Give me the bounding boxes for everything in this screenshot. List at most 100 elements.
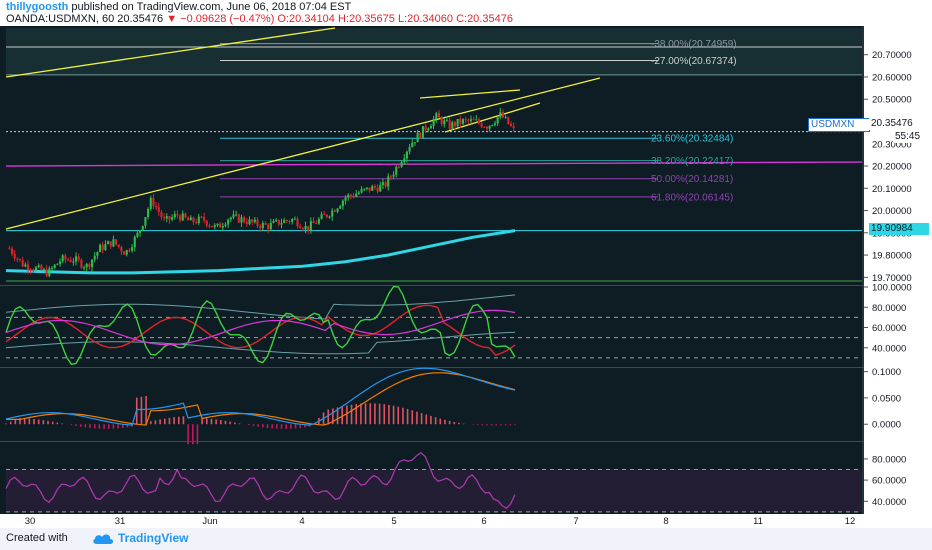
- candle-up: [427, 128, 430, 131]
- candle-up: [181, 213, 184, 221]
- candle-up: [112, 239, 115, 247]
- candle-up: [344, 197, 347, 201]
- candle-down: [509, 124, 513, 126]
- publish-line: thillygoosth published on TradingView.co…: [6, 1, 351, 13]
- candle-up: [379, 184, 382, 192]
- candle-down: [29, 269, 32, 271]
- candle-down: [192, 217, 195, 223]
- fib-level-label: 50.00%(20.14281): [651, 174, 733, 185]
- rsi-line: [5, 451, 516, 510]
- candle-down: [459, 118, 462, 124]
- candle-down: [296, 218, 299, 227]
- candle-up: [317, 218, 320, 224]
- candle-up: [173, 214, 176, 218]
- rsi-tick-label: 40.0000: [872, 497, 906, 508]
- tradingview-link[interactable]: TradingView: [118, 531, 189, 545]
- candle-up: [133, 236, 136, 248]
- candle-up: [435, 113, 438, 120]
- stoch-tick-label: 40.0000: [872, 343, 906, 354]
- candle-up: [125, 250, 128, 255]
- candle-up: [395, 166, 398, 175]
- candle-up: [99, 244, 102, 253]
- price-tick-label: 20.50000: [872, 95, 912, 106]
- candle-up: [381, 182, 384, 185]
- candle-down: [264, 223, 267, 225]
- candle-down: [163, 217, 166, 219]
- stoch-signal-line: [5, 309, 516, 346]
- publish-info: published on TradingView.com, June 06, 2…: [71, 1, 352, 13]
- candle-down: [8, 248, 11, 250]
- candle-down: [501, 112, 505, 118]
- candle-down: [472, 119, 475, 121]
- ma-value-tag: 19.90984: [869, 223, 929, 235]
- candle-up: [147, 208, 150, 218]
- candle-up: [355, 193, 358, 197]
- candle-down: [117, 244, 120, 247]
- author-link[interactable]: thillygoosth: [6, 1, 69, 13]
- candle-up: [416, 132, 419, 143]
- candle-down: [203, 216, 206, 221]
- candle-up: [400, 162, 403, 167]
- channel-bottom-line: [444, 102, 541, 133]
- candle-up: [240, 217, 243, 223]
- candle-up: [37, 265, 40, 268]
- candle-up: [365, 187, 368, 189]
- candle-up: [339, 206, 342, 209]
- candle-down: [480, 123, 483, 127]
- candle-up: [96, 252, 99, 256]
- candle-down: [211, 225, 214, 228]
- candle-down: [333, 210, 336, 212]
- stoch-tick-label: 60.0000: [872, 323, 906, 334]
- candle-up: [53, 264, 56, 268]
- candle-up: [232, 214, 235, 218]
- chart-header: thillygoosth published on TradingView.co…: [0, 0, 932, 26]
- candle-up: [56, 263, 59, 265]
- candle-up: [85, 263, 88, 268]
- rsi-tick-label: 80.0000: [872, 454, 906, 465]
- candle-down: [176, 214, 179, 216]
- candle-up: [504, 117, 507, 119]
- fib-zone-shade: [6, 28, 862, 75]
- price-axis-panel: [864, 26, 932, 528]
- candle-up: [24, 264, 27, 267]
- candle-up: [107, 241, 110, 245]
- main-trend-line: [5, 77, 601, 230]
- candle-up: [93, 255, 96, 260]
- countdown-tag: 55:45: [893, 131, 929, 143]
- candle-down: [307, 225, 310, 231]
- candle-down: [483, 126, 486, 128]
- candle-up: [488, 125, 491, 129]
- candle-down: [195, 222, 198, 224]
- candle-down: [397, 166, 400, 168]
- candle-up: [411, 142, 414, 148]
- candle-up: [197, 216, 200, 224]
- candle-up: [61, 255, 64, 262]
- candle-down: [251, 219, 254, 223]
- candle-down: [485, 127, 489, 129]
- candle-up: [363, 188, 366, 190]
- candle-up: [387, 176, 390, 187]
- candle-down: [200, 216, 203, 218]
- candle-down: [101, 244, 104, 250]
- candle-up: [499, 112, 502, 118]
- candle-down: [219, 223, 222, 228]
- candle-up: [75, 256, 78, 262]
- candle-down: [69, 259, 72, 262]
- time-tick-label: 31: [115, 516, 126, 527]
- symbol-label[interactable]: OANDA:USDMXN, 60: [6, 13, 115, 25]
- candle-down: [187, 217, 190, 221]
- candle-up: [272, 220, 275, 223]
- open-value: O:20.34104: [277, 13, 335, 25]
- candle-up: [149, 197, 152, 209]
- price-change: −0.09628 (−0.47%): [180, 13, 275, 25]
- candle-up: [293, 218, 296, 220]
- candle-up: [456, 118, 459, 127]
- price-tick-label: 20.70000: [872, 50, 912, 61]
- candle-down: [301, 228, 304, 230]
- candle-down: [109, 241, 112, 247]
- candle-up: [309, 221, 312, 231]
- candle-down: [507, 117, 510, 125]
- candle-up: [275, 219, 278, 221]
- candle-up: [171, 217, 174, 220]
